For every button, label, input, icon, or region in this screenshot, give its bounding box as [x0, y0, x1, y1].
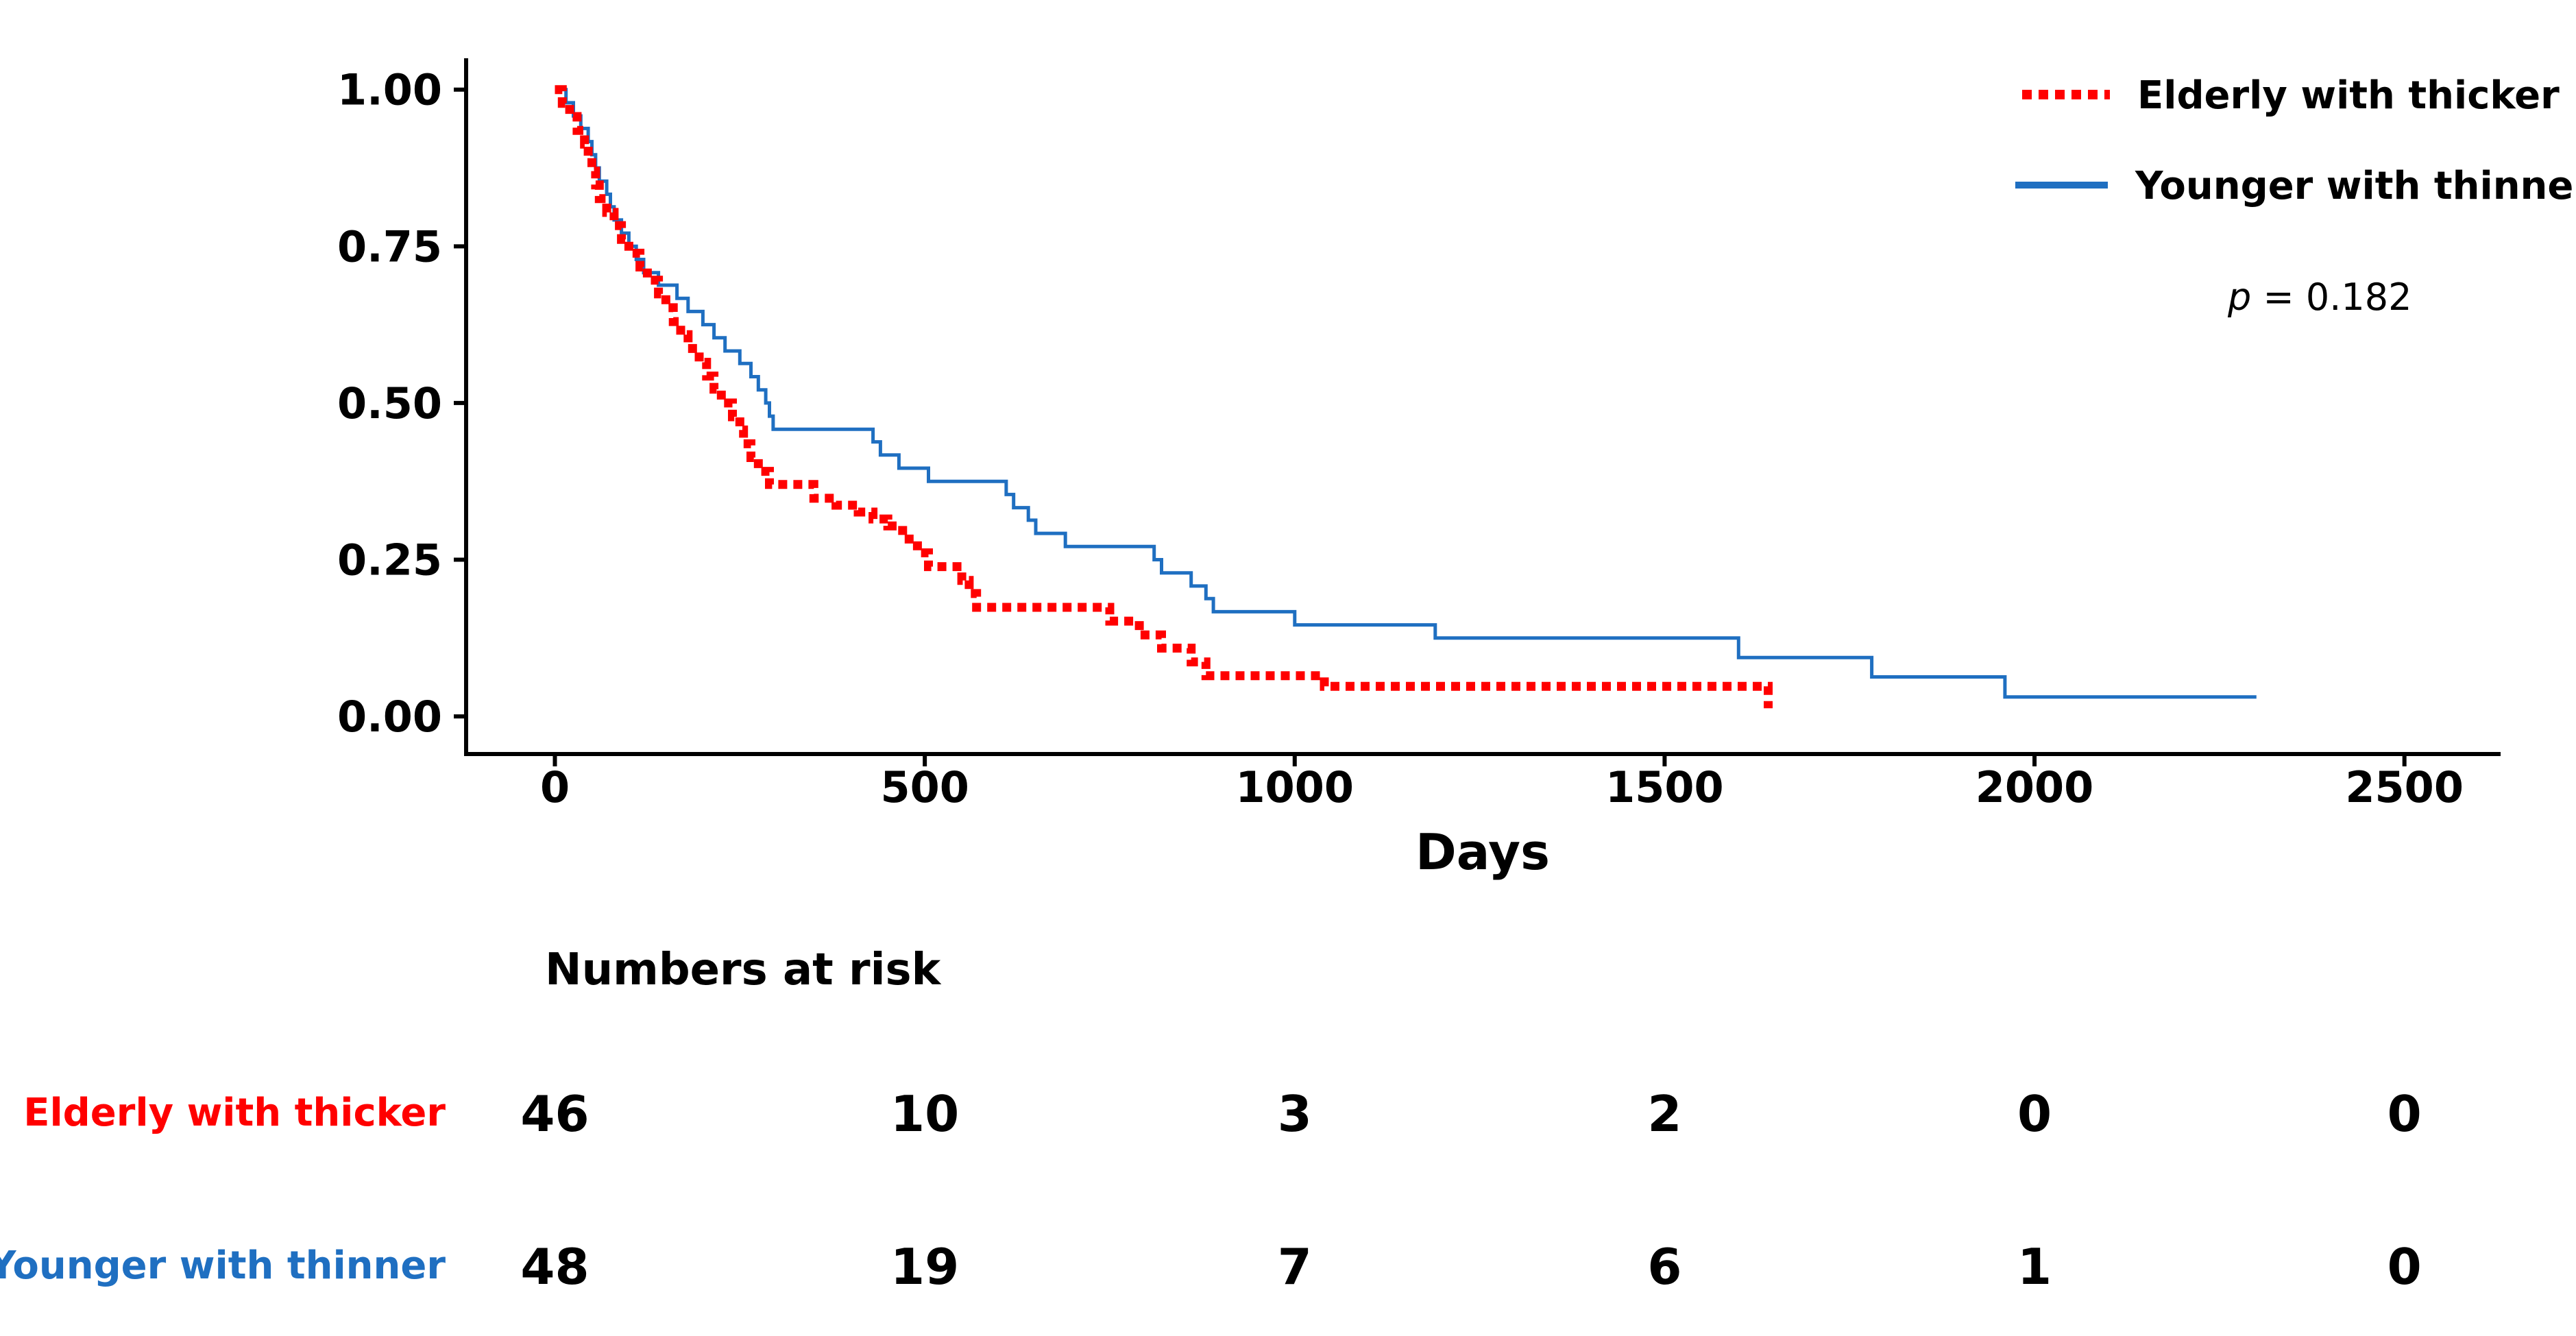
x-axis-title: Days [1415, 823, 1550, 881]
y-axis-ticks: 0.00 0.25 0.50 0.75 1.00 [337, 65, 466, 742]
risk-row-label: Elderly with thicker [23, 1091, 446, 1135]
risk-count: 0 [2387, 1085, 2422, 1143]
risk-count: 3 [1278, 1085, 1312, 1143]
x-axis-ticks: 0 500 1000 1500 2000 2500 [540, 754, 2464, 812]
series-curve-elderly-with-thicker [555, 85, 1773, 709]
y-tick-label: 1.00 [337, 65, 442, 115]
risk-count: 48 [520, 1238, 589, 1296]
legend-label-younger: Younger with thinner [2135, 164, 2576, 208]
legend: Elderly with thicker Younger with thinne… [2015, 73, 2576, 208]
x-tick-label: 2500 [2345, 762, 2464, 812]
x-tick-label: 500 [880, 762, 969, 812]
risk-count: 10 [890, 1085, 959, 1143]
y-tick-label: 0.00 [337, 692, 442, 742]
risk-table-title: Numbers at risk [545, 945, 942, 995]
risk-count: 46 [520, 1085, 589, 1143]
series-curve-younger-with-thinner [555, 88, 2257, 699]
x-tick-label: 1000 [1236, 762, 1354, 812]
y-tick-label: 0.25 [337, 535, 442, 585]
risk-count: 0 [2387, 1238, 2422, 1296]
p-value-annotation: p = 0.182 [2227, 276, 2411, 319]
survival-curves [555, 85, 2257, 709]
x-tick-label: 1500 [1605, 762, 1724, 812]
risk-count: 19 [890, 1238, 959, 1296]
y-tick-label: 0.75 [337, 221, 442, 271]
risk-count: 0 [2017, 1085, 2052, 1143]
x-tick-label: 0 [540, 762, 570, 812]
risk-row-label: Younger with thinner [0, 1243, 446, 1288]
risk-count: 7 [1278, 1238, 1312, 1296]
p-value-text: = 0.182 [2251, 276, 2411, 319]
plot-area: 0.00 0.25 0.50 0.75 1.00 0 500 1000 1500 2000 250… [337, 58, 2501, 812]
x-tick-label: 2000 [1976, 762, 2094, 812]
legend-label-elderly: Elderly with thicker [2137, 73, 2560, 118]
risk-count: 2 [1647, 1085, 1681, 1143]
y-tick-label: 0.50 [337, 378, 442, 428]
p-value-symbol: p [2227, 276, 2251, 319]
risk-count: 6 [1647, 1238, 1681, 1296]
risk-count: 1 [2017, 1238, 2052, 1296]
